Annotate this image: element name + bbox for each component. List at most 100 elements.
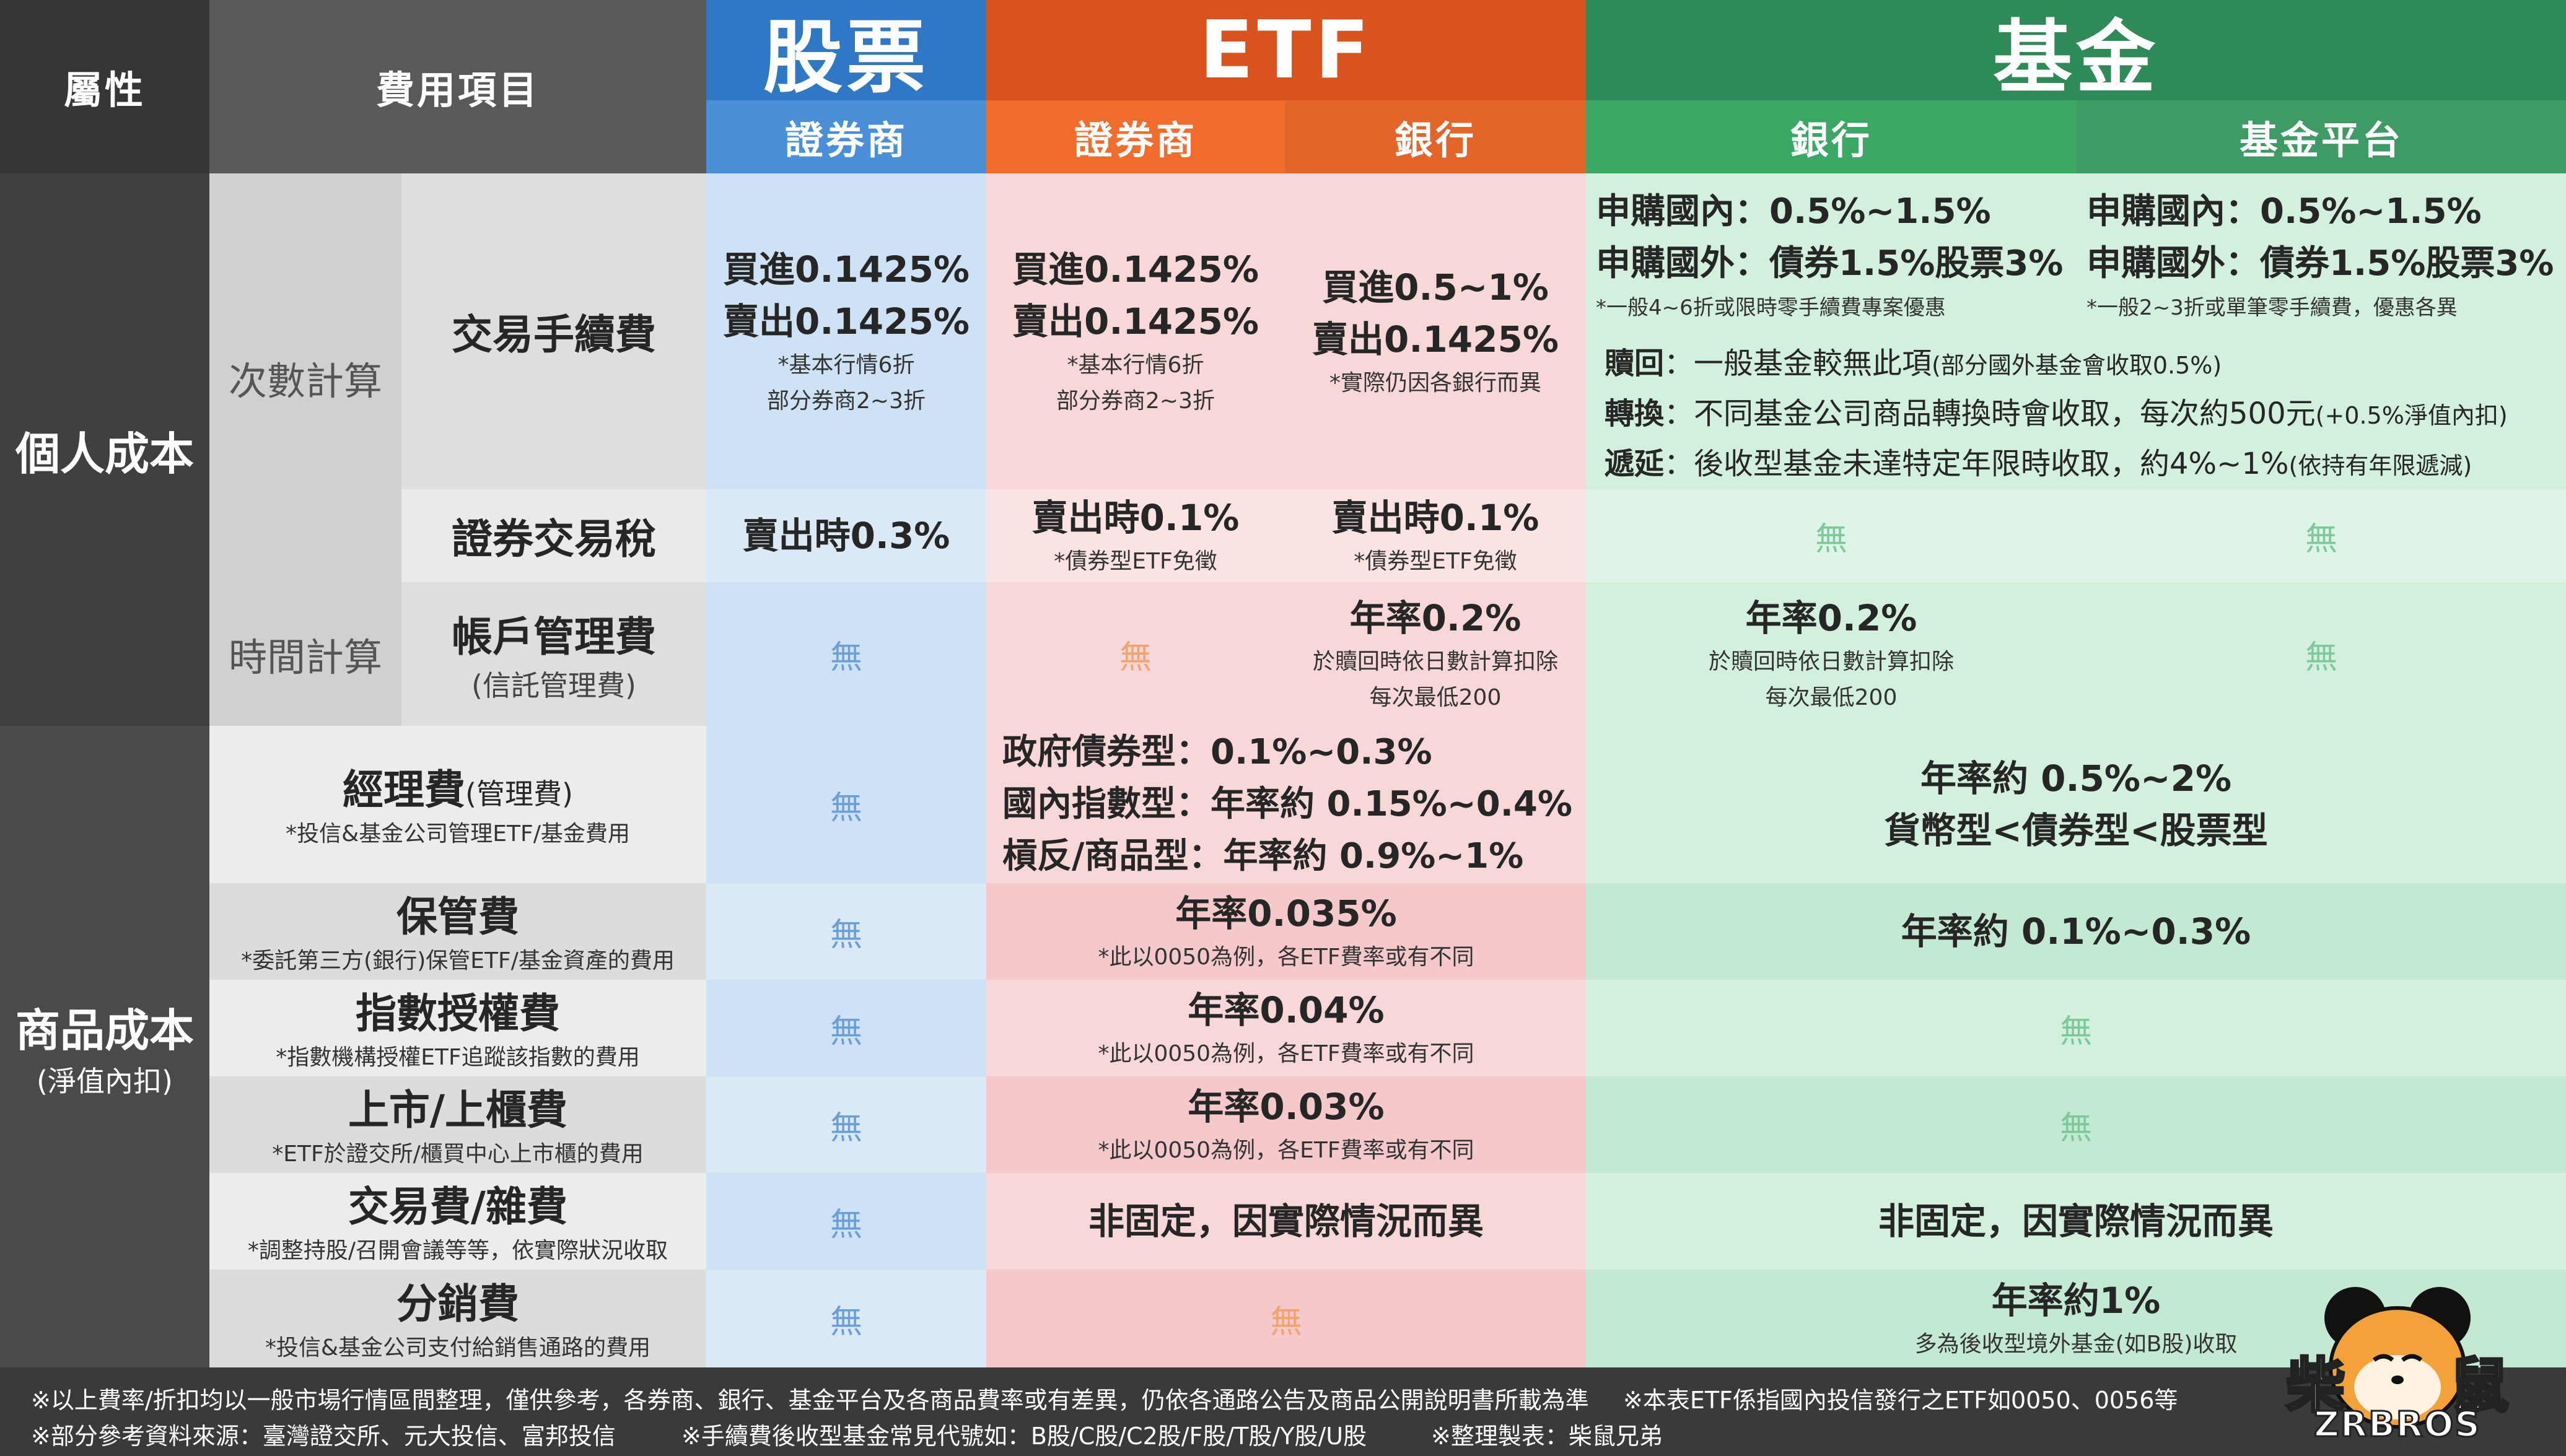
fund-other-fees: 贖回 ：一般基金較無此項 (部分國外基金會收取0.5%) 轉換 ：不同基金公司商品轉換… [1596,339,2508,490]
etf-mgmt-leverage: 槓反/商品型：年率約 0.9%~1% [1002,836,1524,876]
count-calc-label: 次數計算 [228,359,382,404]
header-fund: 基金 [1992,11,2159,104]
etf-listing-rate: 年率0.03% [1188,1086,1385,1128]
fund-platform-acct-none: 無 [2305,639,2337,676]
header-fund-bank-cell: 銀行 [1586,100,2077,173]
footer-note-1b: ※本表ETF係指國內投信發行之ETF如0050、0056等 [1623,1387,2178,1414]
etf-bank-fee-buy: 買進0.5~1% [1322,266,1549,308]
etf-listing-note: *此以0050為例，各ETF費率或有不同 [1098,1138,1474,1163]
product-cost-title: 商品成本 [15,1004,194,1057]
redeem-row: 贖回 ：一般基金較無此項 (部分國外基金會收取0.5%) [1605,346,2222,381]
etf-broker-fee-buy: 買進0.1425% [1012,248,1259,290]
fund-platform-fee-foreign: 申購國外：債券1.5%股票3% [2087,243,2554,284]
header-stock: 股票 [763,11,929,104]
acct-label: 帳戶管理費 [452,613,656,661]
fund-platform-fee: 申購國內：0.5%~1.5% 申購國外：債券1.5%股票3% *一般2~3折或單… [2087,186,2566,326]
switch-row: 轉換 ：不同基金公司商品轉換時會收取，每次約500元 (+0.5%淨值內扣) [1605,396,2508,431]
footer-note-2b: ※手續費後收型基金常見代號如：B股/C股/C2股/F股/T股/Y股/U股 [681,1423,1367,1450]
etf-custody-cell: 年率0.035% *此以0050為例，各ETF費率或有不同 [986,883,1586,980]
etf-bank-tax: 賣出時0.1% [1331,497,1539,539]
etf-broker-fee-note2: 部分券商2~3折 [1056,388,1215,414]
fund-trade-value: 非固定，因實際情況而異 [1878,1200,2274,1242]
fund-mgmt-order: 貨幣型<債券型<股票型 [1884,809,2268,852]
fund-mgmt-cell: 年率約 0.5%~2% 貨幣型<債券型<股票型 [1586,726,2566,883]
etf-custody-note: *此以0050為例，各ETF費率或有不同 [1098,944,1474,970]
etf-index-cell: 年率0.04% *此以0050為例，各ETF費率或有不同 [986,980,1586,1076]
header-fund-cell: 基金 [1586,0,2566,104]
etf-broker-fee-note1: *基本行情6折 [1067,352,1204,378]
header-etf-broker-cell: 證券商 [986,100,1285,173]
header-etf-cell: ETF [986,0,1586,100]
fund-platform-fee-note: *一般2~3折或單筆零手續費，優惠各異 [2087,295,2458,320]
stock-custody-none: 無 [830,916,862,954]
etf-trade-value: 非固定，因實際情況而異 [1088,1200,1484,1242]
dist-label-cell: 分銷費 *投信&基金公司支付給銷售通路的費用 [209,1270,706,1367]
header-broker: 證券商 [784,118,908,163]
stock-custody-cell: 無 [706,883,986,980]
fund-index-cell: 無 [1586,980,2566,1076]
fund-bank-fee-note: *一般4~6折或限時零手續費專案優惠 [1596,295,1946,320]
logo-cn-right: 鼠 [2448,1350,2510,1422]
index-note: *指數機構授權ETF追蹤該指數的費用 [276,1045,640,1070]
stock-fee-note2: 部分券商2~3折 [767,388,926,414]
time-calc-label: 時間計算 [228,635,382,680]
etf-listing-cell: 年率0.03% *此以0050為例，各ETF費率或有不同 [986,1076,1586,1173]
brand-logo: 柴 鼠 ZRBROS [2285,1281,2510,1446]
fund-platform-tax-none: 無 [2305,520,2337,558]
count-calc-cell: 次數計算 [209,173,401,582]
etf-broker-fee-sell: 賣出0.1425% [1012,300,1259,342]
header-etf: ETF [1199,4,1373,97]
stock-fee-note1: *基本行情6折 [777,352,915,378]
logo-en: ZRBROS [2313,1404,2481,1446]
fee-label: 交易手續費 [452,311,656,359]
fund-platform-tax-cell: 無 [2077,489,2566,582]
mgmt-label-cell: 經理費 (管理費) *投信&基金公司管理ETF/基金費用 [209,726,706,883]
tax-label-cell: 證券交易稅 [401,489,706,582]
stock-acct-cell: 無 [706,582,986,726]
fund-bank-acct-note2: 每次最低200 [1765,685,1898,710]
listing-label-cell: 上市/上櫃費 *ETF於證交所/櫃買中心上市櫃的費用 [209,1076,706,1173]
etf-bank-acct-rate: 年率0.2% [1349,597,1522,639]
fund-bank-fee-foreign: 申購國外：債券1.5%股票3% [1596,243,2064,284]
fund-index-none: 無 [2059,1013,2092,1050]
product-cost-subtitle: (淨值內扣) [37,1064,173,1098]
fund-custody-rate: 年率約 0.1%~0.3% [1901,910,2251,953]
mgmt-note: *投信&基金公司管理ETF/基金費用 [286,821,630,847]
fund-listing-cell: 無 [1586,1076,2566,1173]
etf-bank-tax-cell: 賣出時0.1% *債券型ETF免徵 [1285,489,1586,582]
etf-bank-fee-sell: 賣出0.1425% [1312,318,1559,360]
defer-row: 遞延 ：後收型基金未達特定年限時收取，約4%~1% (依持有年限遞減) [1605,447,2472,481]
etf-index-rate: 年率0.04% [1188,989,1385,1031]
footer-note-2a: ※部分參考資料來源：臺灣證交所、元大投信、富邦投信 [31,1423,616,1450]
custody-label-cell: 保管費 *委託第三方(銀行)保管ETF/基金資產的費用 [209,883,706,980]
trade-note: *調整持股/召開會議等等，依實際狀況收取 [247,1238,668,1263]
trade-label-cell: 交易費/雜費 *調整持股/召開會議等等，依實際狀況收取 [209,1173,706,1270]
fund-platform-fee-domestic: 申購國內：0.5%~1.5% [2087,191,2482,232]
etf-bank-fee-cell: 買進0.5~1% 賣出0.1425% *實際仍因各銀行而異 [1285,173,1586,489]
header-fund-bank: 銀行 [1790,118,1872,163]
header-fee-item-cell: 費用項目 [209,0,706,173]
fund-mgmt-rate: 年率約 0.5%~2% [1920,757,2232,800]
stock-acct-none: 無 [830,639,862,676]
personal-cost-title: 個人成本 [15,427,194,480]
trade-label: 交易費/雜費 [348,1183,568,1231]
stock-dist-cell: 無 [706,1270,986,1367]
dist-label: 分銷費 [396,1280,519,1328]
etf-mgmt-index: 國內指數型：年率約 0.15%~0.4% [1002,784,1573,824]
product-cost-cell: 商品成本 (淨值內扣) [0,726,209,1367]
etf-bank-acct-note2: 每次最低200 [1369,685,1502,710]
stock-mgmt-cell: 無 [706,726,986,883]
stock-fee-sell: 賣出0.1425% [723,300,970,342]
etf-bank-tax-note: *債券型ETF免徵 [1354,549,1517,574]
header-broker-cell: 證券商 [706,100,986,173]
etf-broker-tax-cell: 賣出時0.1% *債券型ETF免徵 [986,489,1285,582]
custody-label: 保管費 [396,893,519,941]
listing-label: 上市/上櫃費 [348,1086,568,1134]
stock-mgmt-none: 無 [830,789,862,827]
stock-index-none: 無 [830,1013,862,1050]
header-stock-cell: 股票 [706,0,986,104]
fund-platform-acct-cell: 無 [2077,582,2566,726]
fund-bank-acct-cell: 年率0.2% 於贖回時依日數計算扣除 每次最低200 [1586,582,2077,726]
footer: ※以上費率/折扣均以一般市場行情區間整理，僅供參考，各券商、銀行、基金平台及各商… [0,1367,2566,1456]
